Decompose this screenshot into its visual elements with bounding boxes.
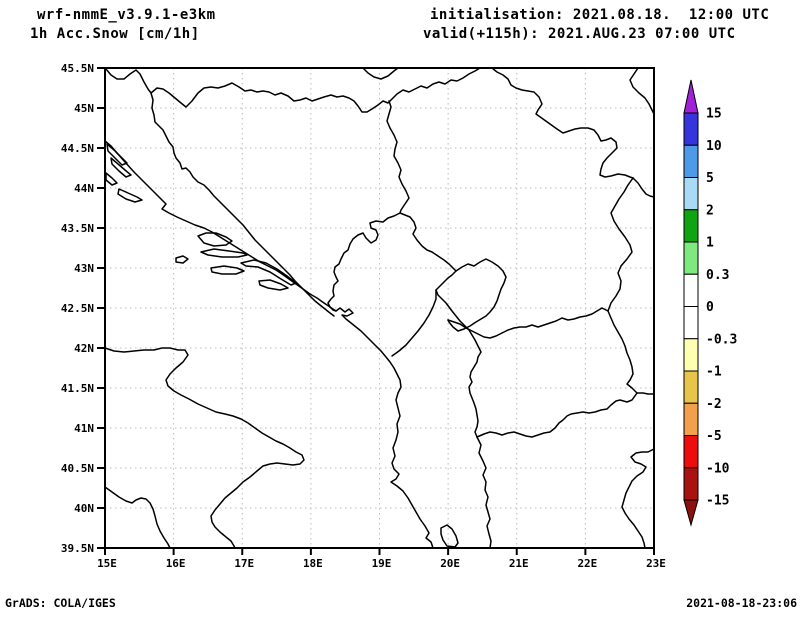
peninsula-peljesac	[240, 259, 297, 286]
island-pag-b	[110, 157, 132, 178]
x-axis-label: 16E	[166, 557, 186, 570]
colorbar-segment	[683, 241, 699, 275]
y-axis-label: 45N	[74, 102, 94, 115]
island-c	[105, 172, 118, 186]
x-axis-label: 23E	[646, 557, 666, 570]
y-axis-label: 45.5N	[61, 62, 94, 75]
island-korcula	[210, 265, 245, 275]
island-corfu	[440, 524, 459, 548]
y-axis-label: 43.5N	[61, 222, 94, 235]
coast-adriatic-east	[104, 140, 434, 549]
colorbar-level-label: -2	[706, 397, 722, 412]
colorbar-segment	[683, 306, 699, 340]
colorbar-segment	[683, 209, 699, 243]
colorbar-segment	[683, 273, 699, 307]
colorbar-arrow-top	[683, 79, 699, 114]
colorbar-level-label: -0.3	[706, 332, 737, 347]
danube-serbia-border	[491, 67, 655, 198]
y-axis-label: 40.5N	[61, 462, 94, 475]
montenegro-east-kosovo-albania	[399, 212, 482, 438]
y-axis-label: 42N	[74, 342, 94, 355]
border-serbia-bulgaria	[607, 177, 638, 394]
border-bosnia-west	[150, 92, 335, 317]
y-axis-label: 41N	[74, 422, 94, 435]
y-axis-label: 39.5N	[61, 542, 94, 555]
colorbar-segment	[683, 402, 699, 436]
island-pag-a	[106, 143, 128, 166]
border-drava-dip	[362, 67, 399, 80]
island-hvar	[200, 248, 248, 258]
colorbar-level-label: 0.3	[706, 268, 729, 283]
colorbar-segment	[683, 435, 699, 469]
y-axis-label: 41.5N	[61, 382, 94, 395]
colorbar-segment	[683, 467, 699, 501]
colorbar-segment	[683, 177, 699, 211]
colorbar-segment	[683, 370, 699, 404]
title-initialisation-time: initialisation: 2021.08.18. 12:00 UTC	[430, 7, 770, 23]
kosovo-east	[447, 258, 507, 332]
island-d	[117, 188, 143, 203]
x-axis-label: 22E	[577, 557, 597, 570]
x-axis-label: 21E	[509, 557, 529, 570]
top-right-border	[629, 67, 655, 115]
italy-tyrrhenian-coast	[104, 486, 171, 549]
island-vis	[175, 255, 189, 264]
y-axis-label: 44N	[74, 182, 94, 195]
y-axis-label: 40N	[74, 502, 94, 515]
x-axis-label: 20E	[440, 557, 460, 570]
x-axis-label: 15E	[97, 557, 117, 570]
creation-timestamp: 2021-08-18-23:06	[686, 596, 797, 610]
colorbar-level-label: 15	[706, 107, 722, 122]
x-axis-label: 19E	[372, 557, 392, 570]
colorbar-level-label: -10	[706, 461, 730, 476]
colorbar-level-label: 5	[706, 171, 714, 186]
border-greece-albania	[476, 436, 492, 549]
montenegro-west	[327, 212, 401, 312]
y-axis-label: 44.5N	[61, 142, 94, 155]
colorbar-level-label: 2	[706, 203, 714, 218]
border-montenegro-albania	[391, 289, 437, 357]
colorbar-level-label: -15	[706, 494, 729, 509]
macedonia-south-greece	[476, 392, 655, 438]
island-brac	[197, 232, 233, 247]
colorbar-level-label: 10	[706, 139, 722, 154]
title-model-name: wrf-nmmE_v3.9.1-e3km	[37, 7, 216, 23]
title-valid-time: valid(+115h): 2021.AUG.23 07:00 UTC	[423, 26, 736, 42]
colorbar-level-label: 1	[706, 236, 714, 251]
grads-credit: GrADS: COLA/IGES	[5, 596, 116, 610]
border-drina	[386, 100, 410, 214]
island-mljet	[258, 279, 289, 291]
colorbar-segment	[683, 338, 699, 372]
y-axis-label: 43N	[74, 262, 94, 275]
colorbar-segment	[683, 112, 699, 146]
colorbar-arrow-bottom	[683, 499, 699, 527]
aegean-coast	[621, 448, 655, 549]
y-axis-label: 42.5N	[61, 302, 94, 315]
border-nw-and-sava	[105, 67, 481, 113]
x-axis-label: 18E	[303, 557, 323, 570]
x-axis-label: 17E	[234, 557, 254, 570]
colorbar-level-label: -5	[706, 429, 722, 444]
italy-adriatic-coast	[104, 347, 305, 549]
colorbar-level-label: -1	[706, 365, 722, 380]
colorbar-segment	[683, 144, 699, 178]
colorbar-level-label: 0	[706, 300, 714, 315]
title-field-name: 1h Acc.Snow [cm/1h]	[30, 26, 200, 42]
macedonia-north	[447, 307, 609, 339]
